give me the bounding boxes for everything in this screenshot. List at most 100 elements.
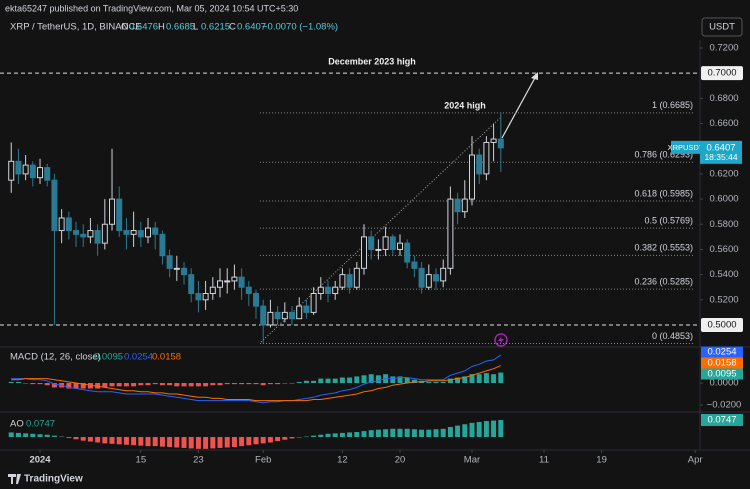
histogram-bar bbox=[224, 383, 230, 385]
ao-bar bbox=[433, 429, 439, 438]
ao-bar bbox=[145, 437, 151, 447]
candle-body bbox=[490, 138, 497, 143]
histogram-bar bbox=[289, 383, 295, 384]
histogram-bar bbox=[433, 381, 439, 384]
candle-body bbox=[80, 233, 87, 238]
histogram-bar bbox=[339, 377, 345, 384]
candle-body bbox=[332, 286, 339, 295]
histogram-bar bbox=[404, 377, 410, 384]
ao-bar bbox=[455, 425, 461, 438]
ohlc-label: O bbox=[121, 22, 128, 33]
ao-bar bbox=[138, 437, 144, 446]
price-label-box bbox=[701, 317, 743, 332]
ao-bar bbox=[87, 437, 93, 442]
histogram-bar bbox=[87, 383, 93, 389]
histogram-bar bbox=[426, 381, 432, 384]
candle-body bbox=[231, 276, 238, 282]
histogram-bar bbox=[217, 383, 223, 386]
candle-body bbox=[339, 274, 346, 288]
histogram-bar bbox=[397, 376, 403, 384]
indicator-tick-label: 0.0000 bbox=[709, 378, 738, 389]
candle-body bbox=[173, 267, 180, 270]
ao-bar bbox=[95, 437, 101, 443]
histogram-bar bbox=[210, 383, 216, 386]
time-tick-label: 23 bbox=[193, 455, 204, 466]
histogram-bar bbox=[23, 383, 29, 384]
ao-bar bbox=[51, 435, 57, 438]
price-label-box bbox=[701, 66, 743, 81]
ao-bar bbox=[296, 437, 302, 438]
ao-bar bbox=[498, 419, 504, 438]
candle-body bbox=[454, 198, 461, 213]
candle-body bbox=[123, 230, 130, 235]
candle-body bbox=[65, 217, 72, 232]
candle-body bbox=[152, 227, 159, 235]
candle-body bbox=[87, 230, 94, 238]
signal-line bbox=[11, 365, 501, 402]
ao-bar bbox=[440, 428, 446, 438]
ao-bar bbox=[231, 437, 237, 448]
time-tick-label: 2024 bbox=[29, 455, 51, 466]
event-icon[interactable] bbox=[494, 333, 508, 347]
trend-line bbox=[260, 117, 501, 343]
change: −0.0070 (−1.08%) bbox=[262, 22, 338, 33]
ao-bar bbox=[73, 437, 79, 440]
symbol: XRP / TetherUS, 1D, BINANCE bbox=[10, 22, 142, 33]
histogram-bar bbox=[455, 377, 461, 384]
histogram-bar bbox=[174, 383, 180, 387]
histogram-bar bbox=[303, 380, 309, 384]
histogram-bar bbox=[95, 383, 101, 389]
indicator-axis-value: 0.0254 bbox=[707, 347, 736, 358]
candle-body bbox=[274, 311, 281, 320]
histogram-bar bbox=[116, 383, 122, 387]
ao-bar bbox=[23, 433, 29, 438]
price-tick-label: 0.6200 bbox=[709, 168, 738, 179]
ao-bar bbox=[404, 428, 410, 438]
ao-bar bbox=[30, 433, 36, 438]
ao-bar bbox=[390, 428, 396, 438]
candle-body bbox=[310, 293, 317, 313]
histogram-bar bbox=[491, 374, 497, 384]
candle-body bbox=[375, 248, 382, 251]
candle-body bbox=[8, 160, 15, 181]
fib-label: 0.382 (0.5553) bbox=[634, 243, 693, 253]
ao-bar bbox=[131, 437, 137, 446]
candle-body bbox=[411, 261, 418, 269]
fib-label: 0.618 (0.5985) bbox=[634, 188, 693, 198]
price-tag-box bbox=[671, 140, 700, 154]
candle-body bbox=[22, 164, 29, 175]
histogram-bar bbox=[332, 378, 338, 384]
histogram-bar bbox=[325, 378, 331, 384]
candle-body bbox=[483, 141, 490, 175]
ohlc-label: C bbox=[229, 22, 236, 33]
histogram-bar bbox=[231, 383, 237, 385]
indicator-value-box bbox=[701, 413, 743, 426]
histogram-bar bbox=[462, 376, 468, 384]
price-tick-label: 0.5600 bbox=[709, 244, 738, 255]
candle-body bbox=[497, 138, 504, 149]
ao-bar bbox=[318, 434, 324, 438]
histogram-bar bbox=[123, 383, 129, 387]
currency-button[interactable] bbox=[701, 17, 743, 37]
ao-bar bbox=[354, 431, 360, 438]
histogram-bar bbox=[498, 372, 504, 384]
ao-bar bbox=[332, 433, 338, 438]
histogram-bar bbox=[109, 383, 115, 387]
candle-body bbox=[476, 154, 483, 175]
candle-body bbox=[44, 167, 51, 181]
arrow-head bbox=[531, 72, 538, 80]
histogram-bar bbox=[282, 383, 288, 384]
candle-body bbox=[353, 267, 360, 288]
histogram-bar bbox=[318, 378, 324, 384]
candle-body bbox=[361, 236, 368, 269]
ao-bar bbox=[289, 437, 295, 439]
currency[interactable]: USDT bbox=[709, 22, 735, 33]
ao-bar bbox=[253, 437, 259, 445]
ao-bar bbox=[275, 437, 281, 442]
ao-bar bbox=[210, 437, 216, 449]
candle-body bbox=[145, 227, 152, 238]
candle-body bbox=[94, 230, 101, 244]
candle-body bbox=[440, 267, 447, 282]
indicator-value-box bbox=[701, 346, 743, 358]
indicator-value-box bbox=[701, 368, 743, 380]
